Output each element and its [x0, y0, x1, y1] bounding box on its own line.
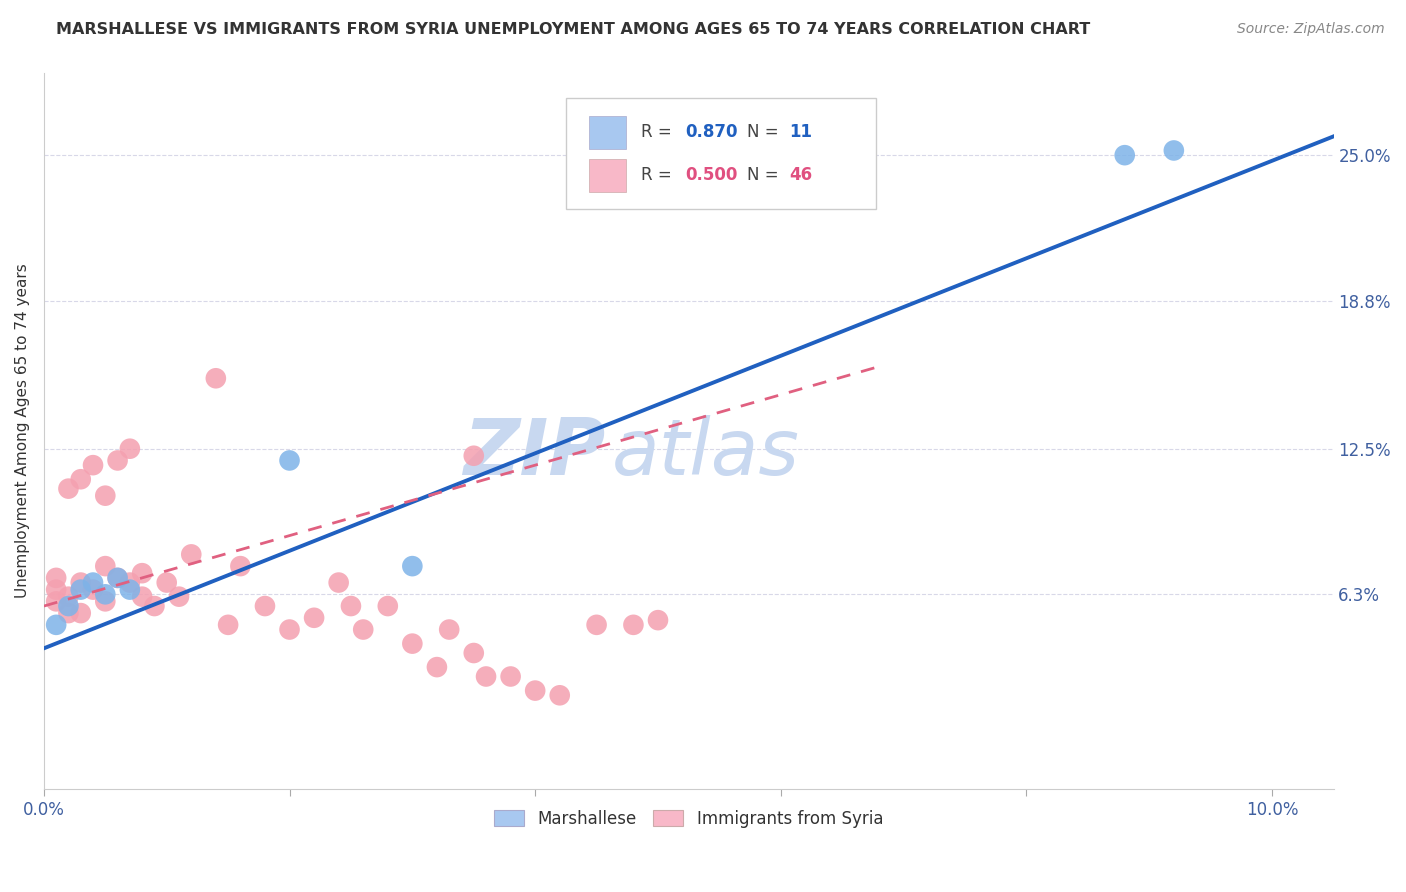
Text: N =: N = [747, 167, 783, 185]
Point [69, 582, 91, 597]
Point [82, 458, 104, 472]
Point [205, 371, 228, 385]
Point [69, 472, 91, 486]
Point [377, 599, 399, 613]
Point [401, 637, 423, 651]
Point [426, 660, 449, 674]
Point [302, 611, 325, 625]
FancyBboxPatch shape [589, 160, 626, 192]
Point [623, 617, 645, 632]
Point [58, 482, 80, 496]
Point [437, 623, 460, 637]
Point [107, 453, 129, 467]
Text: Source: ZipAtlas.com: Source: ZipAtlas.com [1237, 22, 1385, 37]
Point [94, 587, 117, 601]
Point [499, 669, 522, 683]
Text: atlas: atlas [612, 415, 799, 491]
Text: R =: R = [641, 167, 676, 185]
Point [328, 575, 350, 590]
Point [278, 453, 301, 467]
Text: MARSHALLESE VS IMMIGRANTS FROM SYRIA UNEMPLOYMENT AMONG AGES 65 TO 74 YEARS CORR: MARSHALLESE VS IMMIGRANTS FROM SYRIA UNE… [56, 22, 1091, 37]
Point [143, 599, 166, 613]
Point [82, 575, 104, 590]
Point [45, 571, 67, 585]
Point [167, 590, 190, 604]
Point [524, 683, 547, 698]
Point [217, 617, 239, 632]
FancyBboxPatch shape [567, 98, 876, 209]
Legend: Marshallese, Immigrants from Syria: Marshallese, Immigrants from Syria [488, 804, 890, 835]
Point [352, 623, 374, 637]
Point [156, 575, 179, 590]
Y-axis label: Unemployment Among Ages 65 to 74 years: Unemployment Among Ages 65 to 74 years [15, 264, 30, 599]
Point [463, 646, 485, 660]
Point [401, 559, 423, 574]
Point [585, 617, 607, 632]
Point [107, 571, 129, 585]
Point [82, 582, 104, 597]
Point [58, 606, 80, 620]
Point [45, 582, 67, 597]
Text: 0.500: 0.500 [685, 167, 737, 185]
Point [118, 582, 141, 597]
Point [1114, 148, 1136, 162]
Point [45, 617, 67, 632]
Text: N =: N = [747, 123, 783, 142]
Point [340, 599, 363, 613]
Point [94, 489, 117, 503]
Point [548, 688, 571, 702]
Text: 0.870: 0.870 [685, 123, 737, 142]
Point [69, 575, 91, 590]
Point [253, 599, 276, 613]
Point [94, 559, 117, 574]
Text: 46: 46 [789, 167, 813, 185]
Point [131, 566, 153, 581]
Point [463, 449, 485, 463]
Text: R =: R = [641, 123, 676, 142]
Text: ZIP: ZIP [463, 415, 605, 491]
Point [647, 613, 669, 627]
Point [1163, 144, 1185, 158]
FancyBboxPatch shape [589, 116, 626, 149]
Point [69, 606, 91, 620]
Point [229, 559, 252, 574]
Point [58, 590, 80, 604]
Point [94, 594, 117, 608]
Point [180, 548, 202, 562]
Point [118, 442, 141, 456]
Point [131, 590, 153, 604]
Point [107, 571, 129, 585]
Point [118, 575, 141, 590]
Point [475, 669, 498, 683]
Text: 11: 11 [789, 123, 813, 142]
Point [58, 599, 80, 613]
Point [45, 594, 67, 608]
Point [278, 623, 301, 637]
